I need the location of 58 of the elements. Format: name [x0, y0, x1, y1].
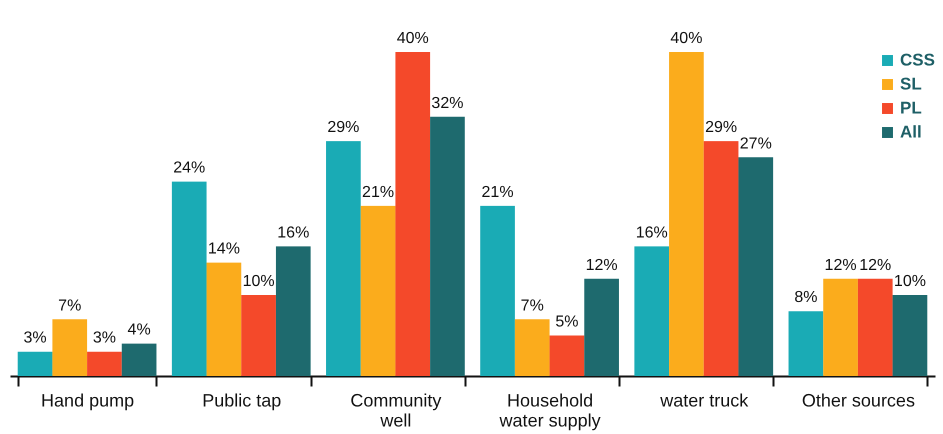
- x-tick-label: water truck: [659, 390, 750, 410]
- data-label: 27%: [740, 135, 772, 152]
- bar: [858, 278, 893, 376]
- bar: [52, 319, 88, 376]
- x-tick-label: Other sources: [802, 390, 915, 410]
- bar: [326, 141, 361, 376]
- x-tick-label: Hand pump: [41, 390, 134, 410]
- data-label: 40%: [396, 30, 429, 47]
- data-label: 29%: [705, 119, 738, 136]
- bar: [122, 344, 156, 376]
- bar: [276, 246, 311, 376]
- bar: [788, 311, 824, 376]
- data-label: 14%: [208, 240, 240, 258]
- data-label: 16%: [277, 224, 310, 242]
- data-label: 4%: [128, 322, 151, 339]
- data-label: 21%: [362, 184, 394, 201]
- bar: [550, 336, 584, 376]
- data-label: 10%: [894, 273, 926, 290]
- x-tick-label: Community well: [350, 390, 442, 430]
- bar: [704, 141, 738, 376]
- data-label: 32%: [431, 94, 464, 112]
- data-label: 21%: [482, 184, 514, 201]
- data-label: 24%: [173, 160, 206, 177]
- data-label: 40%: [670, 30, 702, 47]
- bar: [87, 352, 122, 376]
- data-label: 12%: [824, 256, 857, 274]
- bar: [241, 295, 276, 376]
- x-tick-label: Household water supply: [498, 390, 601, 430]
- legend-label: CSS: [900, 50, 935, 70]
- bar: [738, 157, 774, 376]
- data-label: 8%: [794, 289, 818, 306]
- data-label: 3%: [23, 330, 47, 347]
- data-label: 7%: [58, 297, 82, 314]
- bar: [430, 116, 465, 376]
- bar: [206, 262, 242, 376]
- bar: [514, 319, 550, 376]
- bar: [823, 278, 858, 376]
- bar: [669, 52, 704, 376]
- data-label: 7%: [520, 297, 544, 314]
- data-label: 29%: [327, 119, 360, 136]
- data-label: 5%: [555, 314, 578, 330]
- legend-label: SL: [900, 74, 922, 94]
- bar: [634, 246, 670, 376]
- bar: [584, 278, 619, 376]
- data-label: 12%: [586, 256, 618, 274]
- bar: [480, 206, 515, 376]
- bar: [892, 295, 928, 376]
- legend-label: All: [900, 122, 922, 142]
- bar: [18, 352, 52, 376]
- legend-label: PL: [900, 98, 922, 118]
- x-tick-label: Public tap: [202, 390, 282, 410]
- data-label: 12%: [859, 256, 892, 274]
- bar: [395, 52, 430, 376]
- data-label: 16%: [636, 224, 668, 242]
- bar: [360, 206, 396, 376]
- bar: [172, 182, 207, 376]
- data-label: 3%: [92, 330, 116, 347]
- data-label: 10%: [242, 273, 275, 290]
